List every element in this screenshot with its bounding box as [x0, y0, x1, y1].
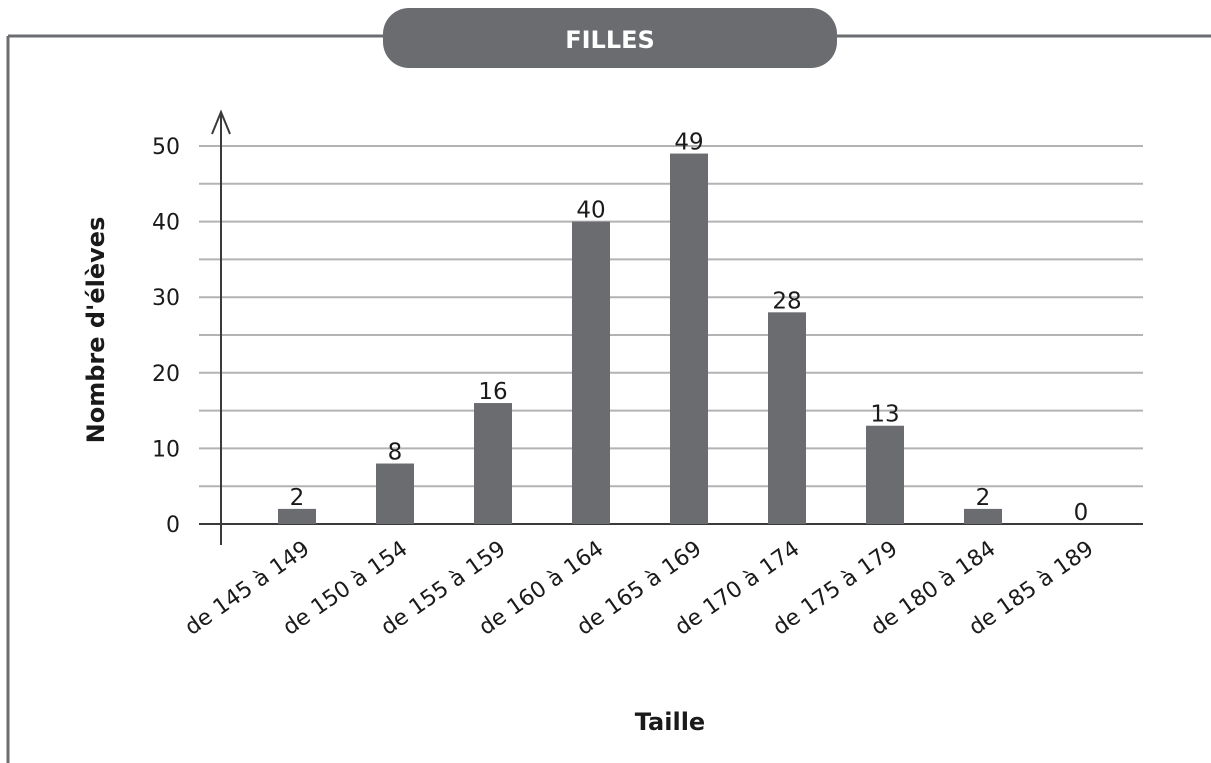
y-tick-label: 20	[152, 362, 180, 387]
title-pill	[383, 8, 837, 68]
bars-layer	[278, 153, 1002, 524]
x-axis-title: Taille	[635, 708, 705, 736]
bar	[768, 312, 806, 524]
bar	[572, 221, 610, 524]
bar	[278, 508, 316, 524]
chart-title: FILLES	[565, 26, 655, 54]
y-tick-label: 30	[152, 286, 180, 311]
bar-value-label: 0	[1074, 500, 1089, 526]
y-axis-arrow-icon	[211, 109, 231, 135]
y-tick-label: 10	[152, 437, 180, 462]
bar	[866, 425, 904, 524]
bar	[376, 463, 414, 524]
bar-value-label: 2	[976, 485, 991, 511]
y-ticks-layer: 0 10 20 30 40 50	[152, 135, 180, 538]
bar-value-label: 40	[576, 198, 605, 224]
frame-border	[6, 34, 1211, 763]
bar-value-label: 28	[772, 288, 801, 314]
bar-value-label: 8	[388, 440, 403, 466]
bar	[964, 508, 1002, 524]
bar	[670, 153, 708, 524]
bar-value-label: 16	[478, 379, 507, 405]
bar-value-label: 13	[870, 402, 899, 428]
y-axis-title: Nombre d'élèves	[82, 217, 110, 444]
bar	[474, 403, 512, 524]
y-tick-label: 50	[152, 135, 180, 160]
y-tick-label: 40	[152, 211, 180, 236]
bar-value-label: 49	[674, 130, 703, 156]
y-tick-label: 0	[166, 513, 180, 538]
bar-value-label: 2	[290, 485, 305, 511]
